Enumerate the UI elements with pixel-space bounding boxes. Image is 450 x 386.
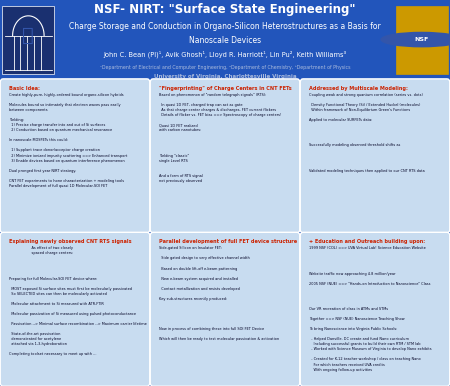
Text: ¹Department of Electrical and Computer Engineering, ²Department of Chemistry, ³D: ¹Department of Electrical and Computer E… xyxy=(100,65,350,70)
Text: Addressed by Multiscale Modeling:: Addressed by Multiscale Modeling: xyxy=(309,86,408,91)
Text: NSF: NSF xyxy=(414,37,429,42)
Text: Charge Storage and Conduction in Organo-Silicon Heterostructures as a Basis for: Charge Storage and Conduction in Organo-… xyxy=(69,22,381,31)
FancyBboxPatch shape xyxy=(300,232,450,386)
FancyBboxPatch shape xyxy=(300,79,450,233)
Text: Nanoscale Devices: Nanoscale Devices xyxy=(189,36,261,45)
FancyBboxPatch shape xyxy=(0,232,150,386)
FancyBboxPatch shape xyxy=(396,5,448,74)
FancyBboxPatch shape xyxy=(150,79,300,233)
Text: 1999 NSF (COL) ==> UVA Virtual Lab! Science Education Website




Website traffi: 1999 NSF (COL) ==> UVA Virtual Lab! Scie… xyxy=(309,246,432,372)
Text: Parallel development of full FET device structure: Parallel development of full FET device … xyxy=(159,239,297,244)
FancyBboxPatch shape xyxy=(0,79,150,233)
Text: ⬛: ⬛ xyxy=(22,26,34,45)
Circle shape xyxy=(381,32,450,47)
FancyBboxPatch shape xyxy=(150,232,300,386)
Text: As effect of two closely
                    spaced charge centers:




Preparin: As effect of two closely spaced charge c… xyxy=(9,246,147,356)
Text: Explaining newly observed CNT RTS signals: Explaining newly observed CNT RTS signal… xyxy=(9,239,131,244)
Text: University of Virginia, Charlottesville Virginia: University of Virginia, Charlottesville … xyxy=(154,74,296,80)
Text: John C. Bean (PI)¹, Avik Ghosh¹, Lloyd R. Harriott¹, Lin Pu², Keith Williams³: John C. Bean (PI)¹, Avik Ghosh¹, Lloyd R… xyxy=(104,51,346,58)
Text: Based on phenomenon of "random telegraph signals" (RTS):

  In quasi 1D FET, cha: Based on phenomenon of "random telegraph… xyxy=(159,93,281,183)
Text: Coupling weak and strong quantum correlation (series vs. dots)

  Density Functi: Coupling weak and strong quantum correla… xyxy=(309,93,424,173)
Text: Side-gated Silicon on Insulator FET:

  Side gated design to very effective chan: Side-gated Silicon on Insulator FET: Sid… xyxy=(159,246,279,341)
Text: Create highly-pure, highly-ordered bound organo-silicon hybrids

Molecules bound: Create highly-pure, highly-ordered bound… xyxy=(9,93,127,188)
FancyBboxPatch shape xyxy=(2,5,54,74)
Text: Basic Idea:: Basic Idea: xyxy=(9,86,40,91)
Text: + Education and Outreach building upon:: + Education and Outreach building upon: xyxy=(309,239,425,244)
Text: "Fingerprinting" of Charge Centers in CNT FETs: "Fingerprinting" of Charge Centers in CN… xyxy=(159,86,292,91)
Text: NSF- NIRT: "Surface State Engineering": NSF- NIRT: "Surface State Engineering" xyxy=(94,3,356,16)
